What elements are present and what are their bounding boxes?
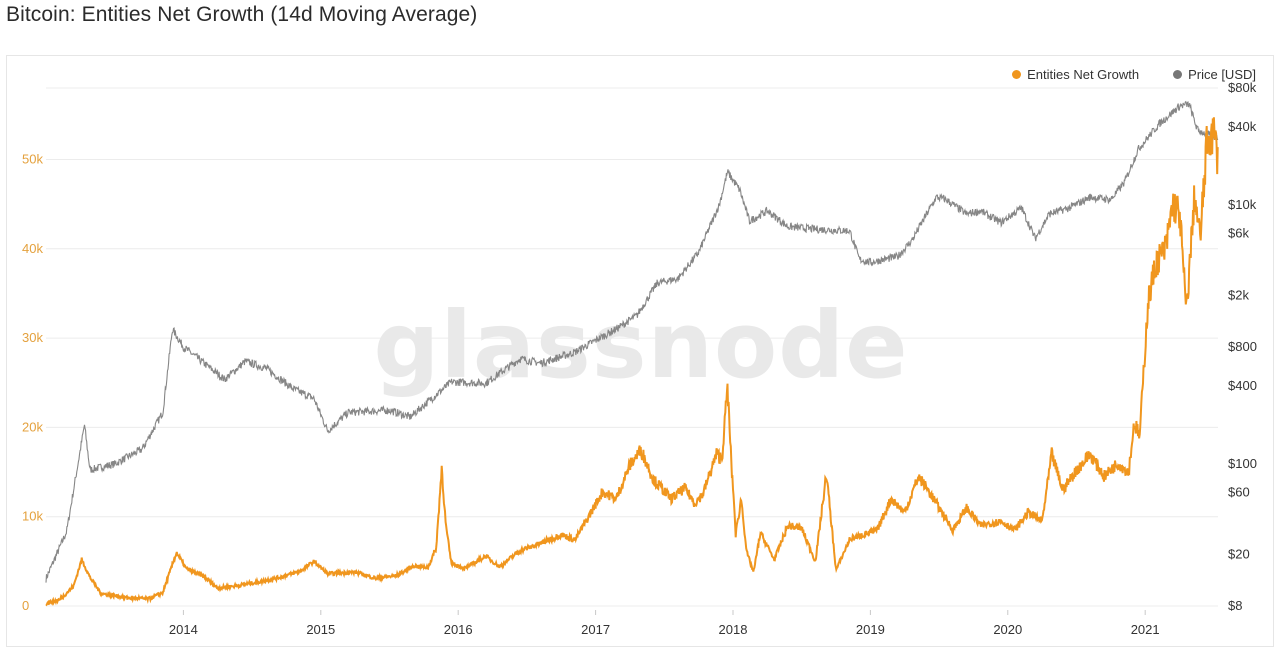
right-tick-label: $60 — [1228, 485, 1250, 500]
right-tick-label: $8 — [1228, 598, 1242, 613]
x-tick-label: 2020 — [993, 622, 1022, 637]
left-tick-label: 0 — [22, 598, 29, 613]
legend-item-entities[interactable]: Entities Net Growth — [1012, 67, 1139, 82]
left-tick-label: 30k — [22, 330, 43, 345]
left-tick-label: 40k — [22, 241, 43, 256]
legend-label-entities: Entities Net Growth — [1027, 67, 1140, 82]
right-tick-label: $2k — [1228, 287, 1249, 302]
chart-panel — [6, 55, 1274, 647]
right-tick-label: $80k — [1228, 80, 1257, 95]
legend-dot-price — [1173, 70, 1183, 79]
right-tick-label: $10k — [1228, 197, 1257, 212]
legend-item-price[interactable]: Price [USD] — [1173, 67, 1256, 82]
left-tick-label: 20k — [22, 419, 43, 434]
x-tick-label: 2015 — [306, 622, 335, 637]
x-tick-label: 2016 — [444, 622, 473, 637]
chart-title: Bitcoin: Entities Net Growth (14d Moving… — [6, 3, 478, 26]
chart-legend: Entities Net Growth Price [USD] — [1012, 67, 1256, 82]
right-tick-label: $400 — [1228, 378, 1257, 393]
legend-dot-entities — [1012, 70, 1022, 79]
entities-series-line — [45, 117, 1219, 607]
right-tick-label: $100 — [1228, 456, 1257, 471]
x-tick-label: 2021 — [1131, 622, 1160, 637]
right-tick-label: $6k — [1228, 226, 1249, 241]
right-tick-label: $20 — [1228, 546, 1250, 561]
x-tick-label: 2018 — [719, 622, 748, 637]
left-tick-label: 50k — [22, 151, 43, 166]
right-tick-label: $800 — [1228, 339, 1257, 354]
price-series-line — [45, 100, 1219, 583]
x-tick-label: 2019 — [856, 622, 885, 637]
legend-label-price: Price [USD] — [1188, 67, 1256, 82]
x-tick-label: 2014 — [169, 622, 198, 637]
x-tick-label: 2017 — [581, 622, 610, 637]
right-tick-label: $40k — [1228, 119, 1257, 134]
left-tick-label: 10k — [22, 509, 43, 524]
